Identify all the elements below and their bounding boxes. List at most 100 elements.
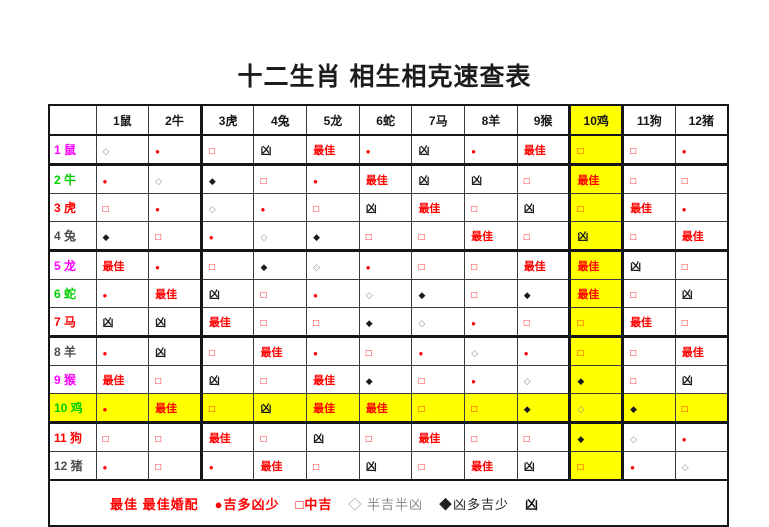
row-header-3: 3 虎 [48,193,97,222]
cell-r3-c4: ● [253,193,308,222]
cell-r1-c4: 凶 [253,134,308,166]
cell-r2-c2: ◇ [148,164,203,194]
medium-good-symbol: □ [208,403,215,415]
cell-r6-c11: □ [622,279,676,308]
medium-good-symbol: □ [681,175,688,187]
cell-r6-c5: ● [306,279,360,308]
medium-good-symbol: □ [630,289,637,301]
bad-symbol: 凶 [313,432,325,445]
medium-good-symbol: □ [365,347,372,359]
best-match-symbol: 最佳 [365,174,388,187]
half-good-half-bad-symbol: ◇ [577,403,585,414]
best-match-symbol: 最佳 [523,144,546,157]
mostly-good-symbol: ● [313,290,318,300]
legend-item: 最佳 最佳婚配 [110,496,199,512]
medium-good-symbol: □ [260,289,267,301]
row-header-11: 11 狗 [48,422,97,452]
mostly-bad-symbol: ◆ [630,403,637,414]
col-header-9: 9猴 [516,104,572,136]
bad-symbol: 凶 [418,144,430,157]
legend-item: 凶 [524,496,539,512]
cell-r4-c10: 凶 [569,221,625,252]
legend: 最佳 最佳婚配 ●吉多凶少 □中吉 ◇ 半吉半凶 ◆凶多吉少凶 [48,479,729,527]
cell-r11-c10: ◆ [569,422,625,452]
mostly-good-symbol: ● [681,204,687,214]
cell-r2-c12: □ [674,164,729,194]
cell-r7-c10: □ [569,307,625,338]
cell-r9-c4: □ [253,365,308,394]
cell-r5-c8: □ [464,250,518,280]
medium-good-symbol: □ [471,289,478,301]
bad-symbol: 凶 [365,202,377,215]
table-row: 10 鸡 ● 最佳 □ 凶 最佳 最佳 □ □ ◆ ◇ ◆ □ [48,393,729,424]
mostly-good-symbol: ● [102,348,108,358]
cell-r12-c8: 最佳 [464,451,518,481]
best-match-symbol: 最佳 [630,202,653,215]
medium-good-symbol: □ [155,433,162,445]
row-header-7: 7 马 [48,307,97,338]
cell-r7-c11: 最佳 [622,307,676,338]
cell-r2-c5: ● [306,164,360,194]
medium-good-symbol: □ [523,433,530,445]
half-good-half-bad-symbol: ◇ [471,347,479,358]
mostly-good-symbol: ● [102,176,108,186]
cell-r5-c2: ● [148,250,203,280]
cell-r5-c1: 最佳 [95,250,150,280]
cell-r3-c10: □ [569,193,625,222]
col-header-11: 11狗 [622,104,676,136]
cell-r9-c10: ◆ [569,365,625,394]
best-match-symbol: 最佳 [313,144,336,157]
cell-r11-c8: □ [464,422,518,452]
cell-r11-c7: 最佳 [411,422,466,452]
medium-good-symbol: □ [681,317,688,329]
legend-item: ◆凶多吉少 [438,496,509,512]
mostly-bad-symbol: ◆ [523,403,531,414]
bad-symbol: 凶 [577,230,589,243]
cell-r4-c5: ◆ [306,221,360,252]
cell-r11-c11: ◇ [622,422,676,452]
medium-good-symbol: □ [577,347,584,359]
best-match-symbol: 最佳 [418,202,441,215]
best-match-symbol: 最佳 [630,316,653,329]
cell-r6-c4: □ [253,279,308,308]
cell-r12-c5: □ [306,451,360,481]
header-row: 1鼠 2牛 3虎 4兔 5龙 6蛇 7马 8羊 9猴 10鸡 11狗 12猪 [48,104,729,136]
best-match-symbol: 最佳 [102,374,125,387]
cell-r5-c3: □ [200,250,255,280]
medium-good-symbol: □ [208,145,215,157]
medium-good-symbol: □ [577,317,584,329]
cell-r9-c9: ◇ [516,365,572,394]
cell-r7-c8: ● [464,307,518,338]
mostly-bad-symbol: ◆ [365,375,373,386]
mostly-good-symbol: ● [471,318,476,328]
cell-r3-c1: □ [95,193,150,222]
cell-r8-c12: 最佳 [674,336,729,366]
cell-r2-c7: 凶 [411,164,466,194]
cell-r8-c8: ◇ [464,336,518,366]
best-match-symbol: 最佳 [208,432,231,445]
cell-r7-c5: □ [306,307,360,338]
mostly-good-symbol: ● [102,462,108,472]
cell-r5-c4: ◆ [253,250,308,280]
col-header-8: 8羊 [464,104,518,136]
cell-r9-c1: 最佳 [95,365,150,394]
cell-r10-c4: 凶 [253,393,308,424]
medium-good-symbol: □ [313,317,320,329]
medium-good-symbol: □ [418,231,425,243]
medium-good-symbol: □ [471,203,478,215]
row-header-8: 8 羊 [48,336,97,366]
mostly-good-symbol: ● [365,146,371,156]
medium-good-symbol: □ [208,261,215,273]
col-header-12: 12猪 [674,104,729,136]
mostly-good-symbol: ● [313,176,318,186]
medium-good-symbol: □ [418,403,425,415]
best-match-symbol: 最佳 [260,346,283,359]
page: 十二生肖 相生相克速查表 1鼠 2牛 3虎 4兔 5龙 6蛇 7马 8羊 9猴 10鸡 11狗 12猪… [48,63,729,527]
mostly-bad-symbol: ◆ [313,231,321,242]
medium-good-symbol: □ [523,175,530,187]
medium-good-symbol: □ [155,375,162,387]
medium-good-symbol: □ [102,203,109,215]
medium-good-symbol: □ [418,261,425,273]
medium-good-symbol: □ [630,347,637,359]
cell-r3-c12: ● [674,193,729,222]
